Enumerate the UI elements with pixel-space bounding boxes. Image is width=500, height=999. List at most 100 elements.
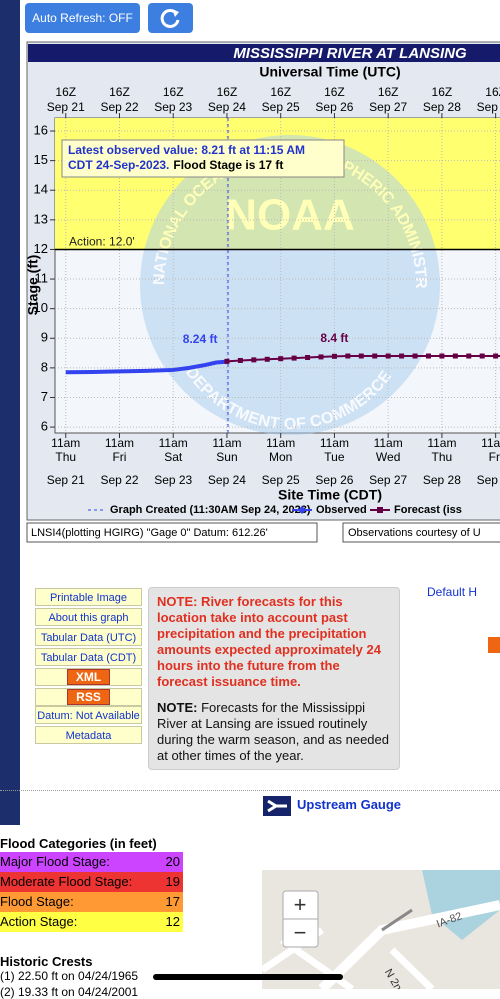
feed-badge[interactable]: RSS [67,689,110,705]
action-label: Action: 12.0' [69,235,135,249]
historic-crests-title: Historic Crests [0,954,93,969]
auto-refresh-button[interactable]: Auto Refresh: OFF [25,3,140,33]
x-tick-label: 11am [320,436,349,450]
top-tick-label: 16Z [55,85,76,99]
forecast-point [452,353,458,359]
legend-forecast-marker [377,507,383,513]
forecast-point [278,356,284,362]
top-tick-label: 16Z [217,85,238,99]
forecast-point [331,353,337,359]
flood-category-label: Action Stage: [0,914,78,929]
nav-link[interactable]: About this graph [35,608,142,626]
historic-crest: (2) 19.33 ft on 04/24/2001 [0,985,139,999]
x-weekday: Sat [164,450,183,464]
title-bar [28,44,500,62]
default-link[interactable]: Default H [427,585,478,599]
feed-badge[interactable]: XML [66,669,111,685]
upstream-link[interactable]: Upstream Gauge [297,797,402,812]
nav-link[interactable]: Tabular Data (CDT) [35,648,142,666]
x-date: Sep 27 [369,473,407,487]
flood-categories-title: Flood Categories (in feet) [0,836,157,851]
y-tick-label: 12 [34,241,48,256]
hydrograph: MISSISSIPPI RIVER AT LANSING Universal Ti… [24,41,500,543]
flood-category-value: 19 [165,874,180,889]
forecast-point [439,353,445,359]
arrow-icon [267,799,287,813]
note-red: NOTE: River forecasts for this location … [157,594,381,689]
forecast-point [425,353,431,359]
nav-link[interactable]: Metadata [35,726,142,744]
nav-link[interactable]: Datum: Not Available [35,706,142,724]
x-weekday: Sun [216,450,237,464]
top-tick-label: 16Z [163,85,184,99]
y-tick-label: 9 [41,330,48,345]
forecast-point [493,353,499,359]
note-box: NOTE: River forecasts for this location … [148,587,400,770]
zoom-out[interactable]: − [294,920,307,945]
top-date: Sep 26 [315,100,353,114]
x-tick-label: 11am [105,436,134,450]
latest-date: CDT 24-Sep-2023. [68,158,169,172]
nav-link[interactable]: Printable Image [35,588,142,606]
x-tick-label: 11am [481,436,500,450]
x-weekday: Fri [112,450,126,464]
refresh-button[interactable] [148,3,193,33]
forecast-point [345,353,351,359]
x-date: Sep 25 [262,473,300,487]
y-axis-label: Stage (ft) [25,255,41,316]
x-weekday: Thu [55,450,76,464]
flood-category-value: 20 [165,854,180,869]
flood-category-row: Major Flood Stage: 20 [0,852,183,872]
forecast-point [264,356,270,362]
nav-link[interactable]: Tabular Data (UTC) [35,628,142,646]
x-tick-label: 11am [51,436,80,450]
courtesy-box [342,522,500,543]
x-weekday: Fri [489,450,500,464]
top-date: Sep 29 [477,100,500,114]
x-weekday: Wed [376,450,400,464]
flood-category-row: Flood Stage: 17 [0,892,183,912]
orange-button[interactable] [488,637,500,653]
top-date: Sep 23 [154,100,192,114]
x-weekday: Thu [432,450,453,464]
x-date: Sep 21 [47,473,85,487]
top-axis-label: Universal Time (UTC) [259,64,400,80]
flood-category-row: Action Stage: 12 [0,912,183,932]
forecast-point [318,354,324,360]
flood-stage-note: Flood Stage is 17 ft [173,158,283,172]
latest-line1: Latest observed value: 8.21 ft at 11:15 … [68,143,305,157]
observed-line [65,359,228,375]
forecast-point [372,353,378,359]
historic-crest: (1) 22.50 ft on 04/24/1965 [0,969,139,983]
refresh-icon [160,8,180,28]
forecast-point [251,357,257,363]
latest-box [61,139,345,178]
y-tick-label: 6 [41,419,48,434]
forecast-point [224,358,230,364]
top-date: Sep 22 [100,100,138,114]
top-tick-label: 16Z [378,85,399,99]
top-tick-label: 16Z [485,85,500,99]
separator [0,790,500,791]
datum: LNSI4(plotting HGIRG) "Gage 0" Datum: 61… [31,527,268,539]
x-tick-label: 11am [212,436,241,450]
forecast-point [399,353,405,359]
forecast-point [412,353,418,359]
nav-link[interactable]: XML [35,668,142,686]
upstream-icon[interactable] [263,796,291,816]
x-tick-label: 11am [266,436,295,450]
nav-link[interactable]: RSS [35,688,142,706]
y-tick-label: 15 [34,152,48,167]
observed-annotation: 8.24 ft [183,332,218,346]
x-date: Sep 22 [100,473,138,487]
top-date: Sep 24 [208,100,246,114]
y-tick-label: 7 [41,389,48,404]
flood-category-row: Moderate Flood Stage: 19 [0,872,183,892]
zoom-in[interactable]: + [294,892,307,917]
legend-observed-label: Observed [316,504,367,516]
x-axis-label: Site Time (CDT) [278,487,382,503]
flood-category-label: Moderate Flood Stage: [0,874,133,889]
watermark-disc [140,135,440,435]
flood-category-label: Major Flood Stage: [0,854,110,869]
